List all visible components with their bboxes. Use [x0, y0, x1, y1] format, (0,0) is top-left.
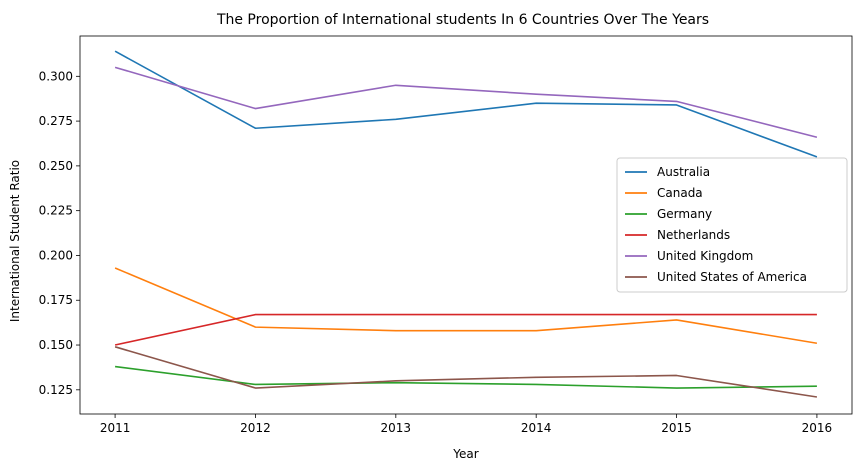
- x-tick-label: 2011: [100, 421, 131, 435]
- legend-item-canada: Canada: [625, 186, 703, 200]
- legend-item-australia: Australia: [625, 165, 710, 179]
- x-axis: 2011 2012 2013 2014 2015 2016: [100, 414, 832, 435]
- y-tick-label: 0.250: [39, 159, 73, 173]
- y-tick-label: 0.275: [39, 114, 73, 128]
- plot-frame: [79, 35, 853, 415]
- legend: Australia Canada Germany Netherlands United …: [616, 157, 848, 293]
- x-tick-label: 2012: [240, 421, 271, 435]
- legend-label: Australia: [657, 165, 710, 179]
- legend-label: United States of America: [657, 270, 807, 284]
- y-tick-label: 0.200: [39, 248, 73, 262]
- legend-item-germany: Germany: [625, 207, 712, 221]
- y-tick-label: 0.125: [39, 383, 73, 397]
- plot-area: [114, 50, 818, 398]
- series-line-netherlands: [114, 313, 817, 346]
- legend-label: United Kingdom: [657, 249, 753, 263]
- y-axis-label: International Student Ratio: [8, 160, 22, 322]
- legend-label: Netherlands: [657, 228, 730, 242]
- legend-item-united-kingdom: United Kingdom: [625, 249, 753, 263]
- x-tick-label: 2016: [802, 421, 833, 435]
- series-line-canada: [114, 267, 818, 345]
- series-line-united-kingdom: [114, 66, 818, 138]
- legend-label: Germany: [657, 207, 712, 221]
- x-axis-label: Year: [452, 447, 478, 461]
- y-tick-label: 0.175: [39, 293, 73, 307]
- y-tick-label: 0.150: [39, 338, 73, 352]
- legend-label: Canada: [657, 186, 703, 200]
- x-tick-label: 2015: [661, 421, 692, 435]
- x-tick-label: 2013: [381, 421, 412, 435]
- legend-item-netherlands: Netherlands: [625, 228, 730, 242]
- y-tick-label: 0.300: [39, 69, 73, 83]
- series-line-united-states-of-america: [114, 346, 818, 398]
- legend-box: [616, 157, 848, 293]
- y-tick-label: 0.225: [39, 204, 73, 218]
- x-tick-label: 2014: [521, 421, 552, 435]
- chart-title: The Proportion of International students…: [216, 12, 709, 28]
- legend-item-united-states-of-america: United States of America: [625, 270, 807, 284]
- series-line-australia: [114, 50, 818, 158]
- y-axis: 0.125 0.150 0.175 0.200 0.225 0.250 0.275 0.300: [39, 69, 80, 397]
